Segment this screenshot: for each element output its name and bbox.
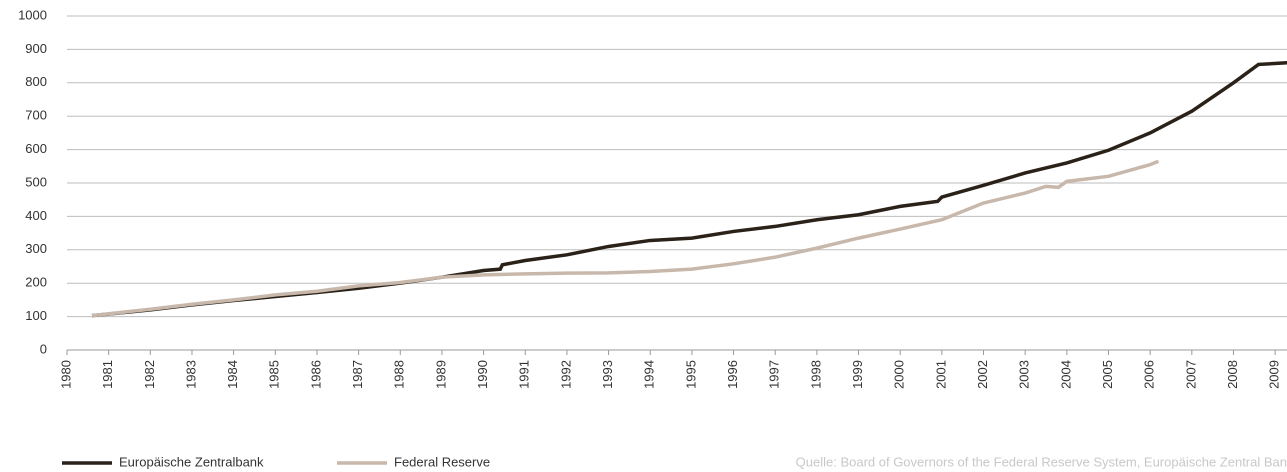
x-tick-label: 1989 (433, 360, 448, 389)
line-series (91, 61, 1287, 318)
y-tick-label: 600 (25, 141, 47, 156)
x-tick-label: 1984 (225, 360, 240, 389)
source: Quelle: Board of Governors of the Federa… (796, 454, 1287, 469)
x-tick-label: 1999 (850, 360, 865, 389)
x-tick-label: 1991 (517, 360, 532, 389)
x-tick-label: 1998 (808, 360, 823, 389)
x-tick-label: 1990 (475, 360, 490, 389)
y-tick-label: 500 (25, 174, 47, 189)
x-tick-label: 1992 (558, 360, 573, 389)
x-tick-label: 2006 (1142, 360, 1157, 389)
x-tick-label: 1981 (100, 360, 115, 389)
y-tick-label: 1000 (18, 7, 47, 22)
x-tick-label: 1995 (683, 360, 698, 389)
x-tick-label: 1985 (267, 360, 282, 389)
y-tick-label: 900 (25, 41, 47, 56)
y-tick-label: 100 (25, 308, 47, 323)
x-tick-label: 2002 (975, 360, 990, 389)
y-tick-label: 400 (25, 208, 47, 223)
y-tick-label: 800 (25, 74, 47, 89)
x-tick-label: 1986 (308, 360, 323, 389)
x-tick-label: 2005 (1100, 360, 1115, 389)
x-tick-label: 2003 (1017, 360, 1032, 389)
x-tick-label: 1987 (350, 360, 365, 389)
x-tick-label: 2004 (1058, 360, 1073, 389)
x-tick-label: 2000 (892, 360, 907, 389)
legend-label: Federal Reserve (394, 454, 490, 469)
x-tick-label: 2008 (1225, 360, 1240, 389)
x-tick-label: 1983 (183, 360, 198, 389)
line-series (91, 159, 1160, 318)
x-tick-label: 2009 (1267, 360, 1282, 389)
y-tick-label: 300 (25, 241, 47, 256)
legend-label: Europäische Zentralbank (119, 454, 264, 469)
x-tick-label: 1997 (767, 360, 782, 389)
x-tick-label: 2007 (1183, 360, 1198, 389)
y-tick-label: 700 (25, 108, 47, 123)
y-tick-label: 0 (40, 341, 47, 356)
y-tick-label: 200 (25, 275, 47, 290)
x-tick-label: 2001 (933, 360, 948, 389)
x-tick-label: 1996 (725, 360, 740, 389)
x-tick-label: 1982 (142, 360, 157, 389)
x-tick-label: 1994 (642, 360, 657, 389)
x-tick-label: 1988 (392, 360, 407, 389)
x-tick-label: 1993 (600, 360, 615, 389)
x-tick-label: 1980 (58, 360, 73, 389)
